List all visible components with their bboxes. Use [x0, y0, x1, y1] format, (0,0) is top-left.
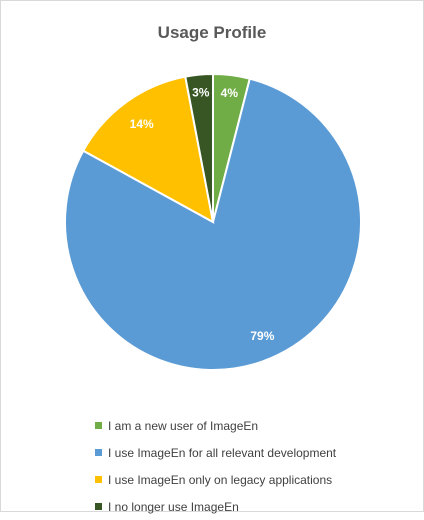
data-label-legacy: 14% [130, 117, 154, 131]
legend-swatch-all-development [95, 449, 102, 456]
data-label-new-user: 4% [221, 86, 239, 100]
pie-slice-legacy [81, 75, 215, 224]
legend-item-no-longer: I no longer use ImageEn [95, 493, 336, 520]
legend-item-legacy: I use ImageEn only on legacy application… [95, 466, 336, 493]
legend-label-legacy: I use ImageEn only on legacy application… [108, 472, 333, 487]
legend-swatch-no-longer [95, 503, 102, 510]
legend-label-new-user: I am a new user of ImageEn [108, 418, 259, 433]
legend-label-all-development: I use ImageEn for all relevant developme… [108, 445, 337, 460]
pie-slice-no-longer [184, 72, 214, 223]
legend-swatch-new-user [95, 422, 102, 429]
pie-slice-all-development [64, 77, 362, 371]
legend-swatch-legacy [95, 476, 102, 483]
legend-label-no-longer: I no longer use ImageEn [108, 499, 239, 514]
chart-title: Usage Profile [157, 23, 267, 42]
legend-item-new-user: I am a new user of ImageEn [95, 412, 336, 439]
pie-chart: 4% 79% 14% 3% [64, 72, 362, 371]
legend: I am a new user of ImageEn I use ImageEn… [95, 412, 336, 520]
legend-item-all-development: I use ImageEn for all relevant developme… [95, 439, 336, 466]
data-label-all-development: 79% [250, 329, 274, 343]
data-label-no-longer: 3% [192, 85, 210, 99]
